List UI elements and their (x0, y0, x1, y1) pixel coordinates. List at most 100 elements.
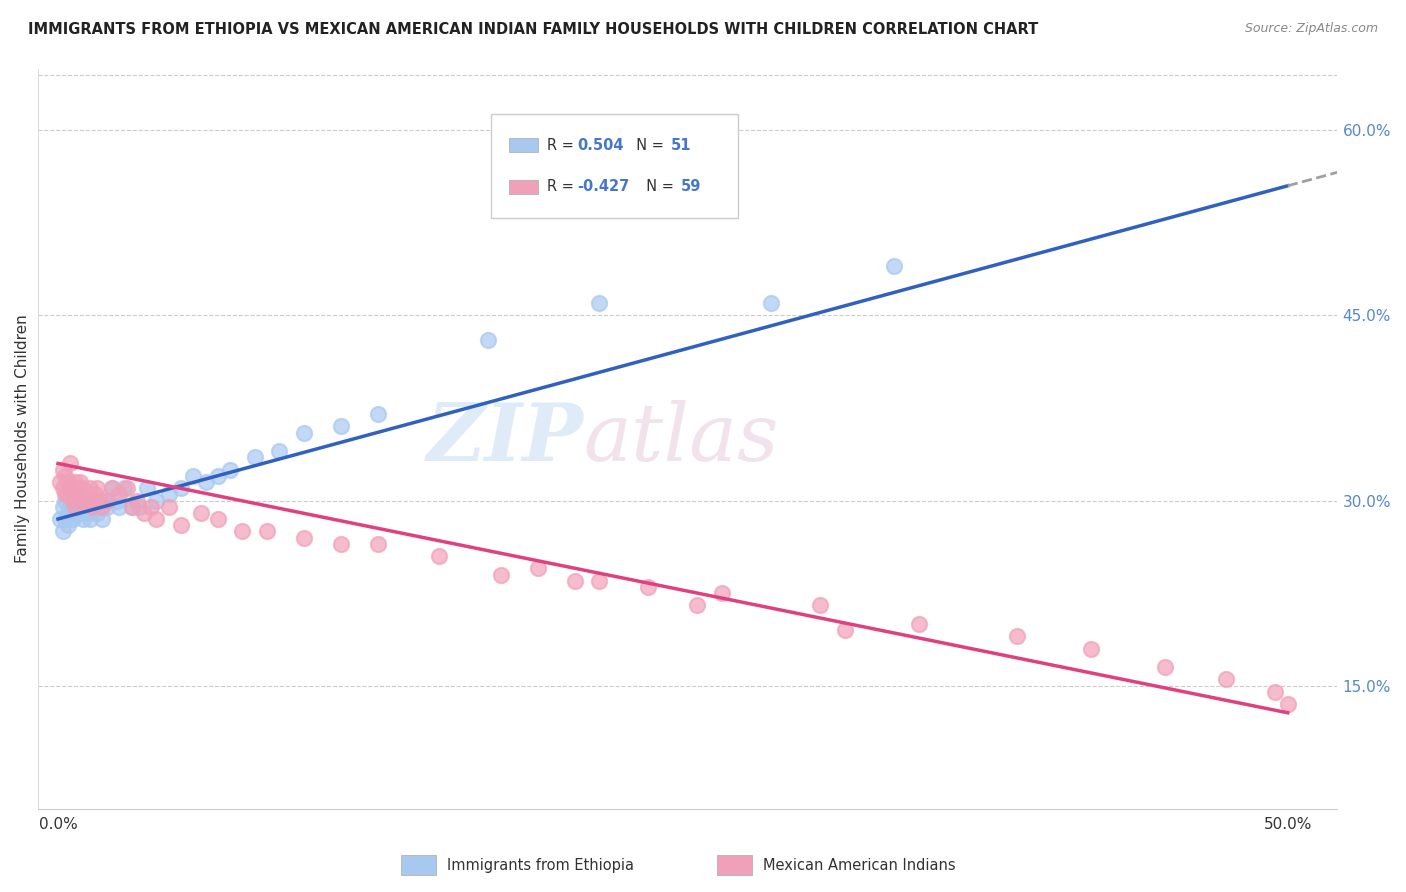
Point (128, 500, 150, 514)
Point (269, 444, 291, 458)
Point (125, 493, 148, 508)
Point (1153, 660, 1175, 674)
Point (56, 487, 79, 501)
Point (292, 531, 315, 545)
Point (55, 468, 77, 483)
Point (181, 468, 204, 483)
Point (170, 518, 193, 533)
Text: Mexican American Indians: Mexican American Indians (763, 858, 956, 872)
Point (1005, 629, 1028, 643)
Point (75, 500, 97, 514)
Point (65, 500, 87, 514)
Point (66, 493, 89, 508)
Point (207, 512, 229, 526)
Point (231, 524, 253, 539)
Point (427, 549, 450, 563)
Point (55, 487, 77, 501)
Point (637, 580, 659, 594)
Point (72, 481, 94, 495)
Point (292, 425, 315, 440)
Text: -0.427: -0.427 (578, 179, 630, 194)
Y-axis label: Family Households with Children: Family Households with Children (15, 314, 30, 563)
Point (65, 475, 87, 489)
Point (91, 500, 114, 514)
Point (101, 481, 124, 495)
Point (72, 493, 94, 508)
Point (83, 493, 105, 508)
Point (145, 493, 167, 508)
Point (367, 537, 389, 551)
Point (121, 500, 143, 514)
Point (810, 599, 832, 613)
Point (883, 259, 905, 273)
Point (132, 506, 155, 520)
Point (65, 487, 87, 501)
Point (56, 506, 79, 520)
Point (59, 457, 82, 471)
Point (141, 500, 163, 514)
Point (75, 487, 97, 501)
Point (62, 493, 84, 508)
Text: 59: 59 (681, 179, 700, 194)
Point (56, 518, 79, 533)
Point (52, 481, 75, 495)
Point (56, 475, 79, 489)
Text: 0.504: 0.504 (578, 137, 624, 153)
Point (49, 512, 72, 526)
Point (588, 296, 610, 310)
Text: N =: N = (637, 179, 678, 194)
Point (66, 481, 89, 495)
Point (329, 537, 352, 551)
Point (1264, 685, 1286, 699)
Point (108, 500, 131, 514)
Point (588, 574, 610, 588)
Point (76, 493, 98, 508)
Text: N =: N = (627, 137, 668, 153)
Point (219, 463, 242, 477)
Point (121, 500, 143, 514)
Point (69, 500, 91, 514)
Point (96, 493, 118, 508)
Point (82, 500, 104, 514)
Point (62, 512, 84, 526)
Point (79, 481, 101, 495)
Point (66, 493, 89, 508)
Point (207, 468, 229, 483)
Point (52, 500, 75, 514)
Point (52, 463, 75, 477)
Point (101, 481, 124, 495)
Point (908, 616, 931, 631)
Point (105, 493, 128, 508)
Point (564, 574, 586, 588)
Point (55, 493, 77, 508)
Point (76, 506, 98, 520)
Point (477, 333, 499, 347)
Point (108, 487, 131, 501)
Point (1080, 641, 1102, 656)
Point (89, 500, 111, 514)
Point (834, 623, 856, 637)
Point (93, 493, 115, 508)
Point (82, 500, 104, 514)
Point (190, 506, 212, 520)
Point (256, 524, 278, 539)
Point (157, 487, 180, 501)
Point (59, 481, 82, 495)
Text: R =: R = (547, 179, 578, 194)
Point (65, 500, 87, 514)
Point (86, 481, 108, 495)
Point (170, 481, 193, 495)
Point (91, 512, 114, 526)
Point (157, 500, 180, 514)
Point (52, 524, 75, 539)
Point (72, 512, 94, 526)
Point (194, 475, 217, 489)
Point (489, 567, 512, 582)
Text: Immigrants from Ethiopia: Immigrants from Ethiopia (447, 858, 634, 872)
Text: Source: ZipAtlas.com: Source: ZipAtlas.com (1244, 22, 1378, 36)
Text: atlas: atlas (583, 400, 779, 477)
Point (62, 481, 84, 495)
Point (1215, 673, 1237, 687)
Point (329, 419, 352, 434)
Point (62, 493, 84, 508)
